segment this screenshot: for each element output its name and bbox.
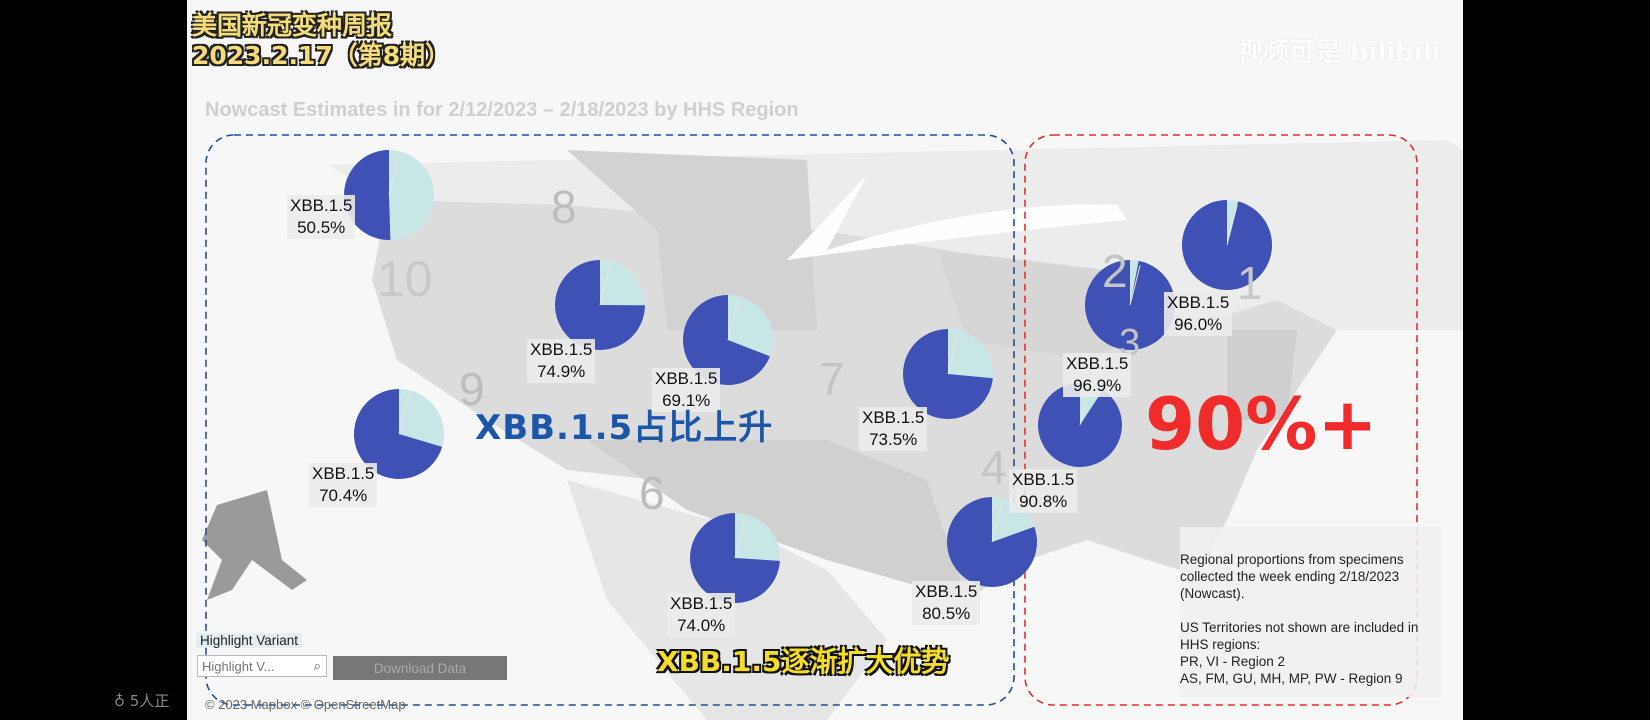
region-number-6: 6 xyxy=(639,467,665,519)
highlight-variant-input[interactable] xyxy=(197,655,327,677)
pie-divider xyxy=(599,265,611,306)
region-number-1: 1 xyxy=(1237,257,1263,309)
pie-label-region-7: XBB.1.5 69.1% xyxy=(652,368,721,412)
region-8-area xyxy=(567,150,817,330)
note-line-4: US Territories not shown are included in xyxy=(1180,620,1419,635)
pie-label-region-9: XBB.1.5 70.4% xyxy=(309,463,378,507)
pie-label-region-2: XBB.1.5 96.9% xyxy=(1063,353,1132,397)
pie-variant: XBB.1.5 xyxy=(1167,293,1230,312)
region-number-7: 7 xyxy=(819,353,845,405)
region-number-9: 9 xyxy=(459,363,485,415)
pie-xbb-slice xyxy=(354,389,443,480)
pie-region-2 xyxy=(555,260,645,351)
pie-region-5 xyxy=(690,513,780,603)
bilibili-watermark: 视频可是 bilibili xyxy=(1237,38,1441,68)
pie-value: 96.9% xyxy=(1073,376,1122,395)
pie-region-4 xyxy=(354,389,444,480)
map-copyright: © 2023 Mapbox © OpenStreetMap xyxy=(205,697,406,712)
region-number-5: 5 xyxy=(904,248,927,292)
pie-variant: XBB.1.5 xyxy=(862,408,925,427)
pie-variant: XBB.1.5 xyxy=(530,340,593,359)
video-title-line1: 美国新冠变种周报 xyxy=(192,11,393,40)
pie-variant: XBB.1.5 xyxy=(915,582,978,601)
alaska-inset xyxy=(202,490,307,600)
pie-region-10 xyxy=(1182,200,1273,290)
pie-label-region-5: XBB.1.5 73.5% xyxy=(859,407,928,451)
pie-variant: XBB.1.5 xyxy=(290,196,353,215)
us-map xyxy=(202,134,1463,720)
pie-value: 70.4% xyxy=(319,486,368,505)
pie-divider xyxy=(734,518,746,559)
pie-variant: XBB.1.5 xyxy=(670,594,733,613)
pie-region-3 xyxy=(683,295,773,385)
pie-label-region-3: XBB.1.5 90.8% xyxy=(1009,469,1078,513)
region-number-10: 10 xyxy=(377,251,433,307)
viewer-count: ♁ 5人正 xyxy=(114,690,169,711)
viewer-count-text: 5人正 xyxy=(129,692,170,710)
pie-divider xyxy=(1129,265,1141,306)
pie-region-1 xyxy=(343,149,434,240)
pie-value: 74.9% xyxy=(537,362,586,381)
pie-label-region-6: XBB.1.5 74.0% xyxy=(667,593,736,637)
pie-region-7 xyxy=(947,497,1037,588)
pie-divider xyxy=(991,502,1003,543)
pie-group xyxy=(343,149,1273,603)
annotation-rising: XBB.1.5占比上升 xyxy=(475,408,774,448)
pie-value: 69.1% xyxy=(662,391,711,410)
pie-variant: XBB.1.5 xyxy=(1066,354,1129,373)
download-data-button[interactable]: Download Data xyxy=(333,656,507,680)
note-line-2: collected the week ending 2/18/2023 xyxy=(1180,569,1400,584)
pie-region-9 xyxy=(1085,260,1175,350)
pie-variant: XBB.1.5 xyxy=(1012,470,1075,489)
pie-divider xyxy=(947,334,959,375)
pie-value: 96.0% xyxy=(1174,315,1223,334)
pie-value: 50.5% xyxy=(297,218,346,237)
pie-xbb-slice xyxy=(683,295,770,385)
region-6-area xyxy=(587,440,967,600)
highlight-variant-field: ⌕ xyxy=(197,655,327,677)
pie-label-region-8: XBB.1.5 74.9% xyxy=(527,339,596,383)
pie-divider xyxy=(388,155,400,196)
right-dashed-box xyxy=(1024,134,1418,706)
region-number-8: 8 xyxy=(551,181,577,233)
pie-label-region-1: XBB.1.5 96.0% xyxy=(1164,292,1233,336)
pie-divider xyxy=(1226,205,1238,246)
pie-xbb-slice xyxy=(555,260,645,351)
note-line-7: AS, FM, GU, MH, MP, PW - Region 9 xyxy=(1180,671,1403,686)
search-icon[interactable]: ⌕ xyxy=(313,658,321,673)
region-number-2: 2 xyxy=(1102,245,1128,297)
arrow-annotation xyxy=(787,175,1127,260)
user-icon: ♁ xyxy=(114,692,125,710)
pie-value: 90.8% xyxy=(1019,492,1068,511)
map-panel: 10 8 9 7 6 4 2 1 5 3 美国新冠变种周报 2023.2.17（… xyxy=(187,0,1463,720)
pie-region-8 xyxy=(1038,383,1122,468)
highlight-variant-label: Highlight Variant xyxy=(196,633,303,648)
annotation-90-plus: 90%+ xyxy=(1145,382,1378,466)
pie-label-region-4: XBB.1.5 80.5% xyxy=(912,581,981,625)
note-line-5: HHS regions: xyxy=(1180,637,1261,652)
pie-variant: XBB.1.5 xyxy=(312,464,375,483)
region-3-area xyxy=(1227,330,1297,420)
video-title-line2: 2023.2.17（第8期） xyxy=(192,41,451,70)
pie-value: 74.0% xyxy=(677,616,726,635)
pie-divider xyxy=(398,394,410,435)
pie-variant: XBB.1.5 xyxy=(655,369,718,388)
pie-xbb-slice xyxy=(343,149,391,240)
annotation-expanding: XBB.1.5逐渐扩大优势 xyxy=(657,645,950,678)
pie-value: 80.5% xyxy=(922,604,971,623)
note-line-6: PR, VI - Region 2 xyxy=(1180,654,1286,669)
pie-region-6 xyxy=(903,329,993,420)
pie-divider xyxy=(727,300,739,341)
region-number-4: 4 xyxy=(981,441,1007,493)
pie-label-region-10: XBB.1.5 50.5% xyxy=(287,195,356,239)
left-dashed-box xyxy=(205,134,1015,706)
pie-value: 73.5% xyxy=(869,430,918,449)
chart-title: Nowcast Estimates in for 2/12/2023 – 2/1… xyxy=(205,99,799,121)
note-box: Regional proportions from specimens coll… xyxy=(1180,527,1442,697)
pie-xbb-slice xyxy=(903,329,993,420)
note-line-3: (Nowcast). xyxy=(1180,586,1245,601)
pie-xbb-slice xyxy=(690,513,780,603)
note-line-1: Regional proportions from specimens xyxy=(1180,552,1404,567)
